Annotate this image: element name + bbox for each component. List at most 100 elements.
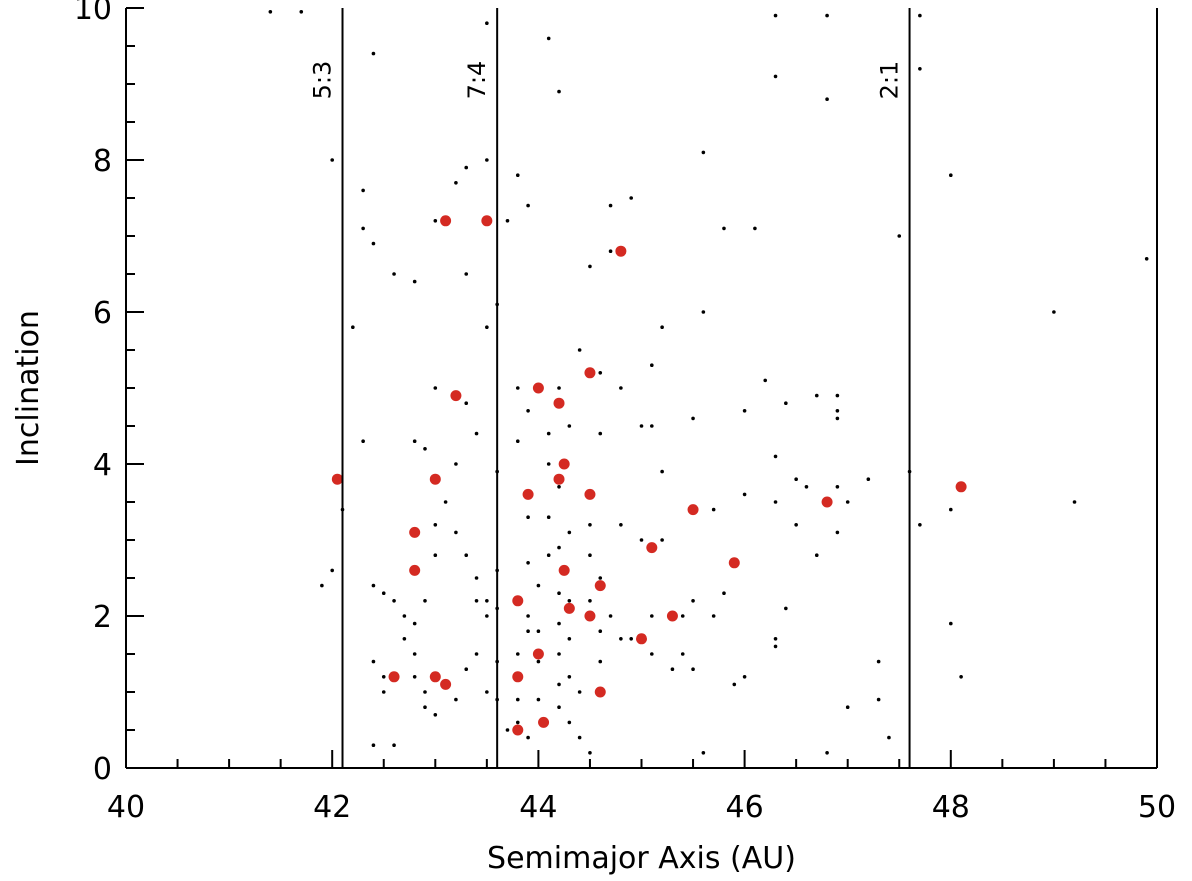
data-point bbox=[711, 507, 716, 512]
data-point bbox=[814, 393, 819, 398]
data-point bbox=[804, 485, 809, 489]
data-point bbox=[650, 614, 654, 618]
data-point bbox=[454, 530, 458, 535]
data-point bbox=[701, 751, 706, 755]
highlighted-data-point bbox=[594, 580, 606, 592]
data-point bbox=[557, 652, 561, 656]
highlighted-data-point bbox=[481, 215, 493, 227]
data-point bbox=[526, 614, 530, 618]
data-point bbox=[557, 89, 561, 94]
data-point bbox=[598, 371, 603, 375]
data-point bbox=[722, 226, 726, 231]
highlighted-data-point bbox=[429, 473, 441, 485]
data-point bbox=[402, 637, 407, 641]
data-point bbox=[392, 599, 396, 603]
data-point bbox=[825, 97, 829, 101]
data-point bbox=[567, 637, 572, 641]
data-point bbox=[845, 705, 850, 709]
data-point bbox=[557, 705, 561, 709]
highlighted-data-point bbox=[532, 648, 544, 660]
data-point bbox=[608, 203, 613, 208]
data-point bbox=[464, 401, 469, 406]
data-point bbox=[371, 51, 376, 56]
data-point bbox=[526, 515, 530, 519]
data-point bbox=[835, 409, 840, 413]
data-point bbox=[608, 614, 613, 618]
data-point bbox=[918, 67, 922, 71]
data-point bbox=[515, 439, 520, 444]
data-point bbox=[598, 629, 603, 633]
data-point bbox=[268, 10, 273, 14]
y-tick-label: 0 bbox=[93, 752, 112, 787]
data-point bbox=[773, 500, 778, 504]
data-point bbox=[443, 500, 448, 504]
data-point bbox=[773, 644, 778, 649]
data-point bbox=[423, 447, 427, 451]
data-point bbox=[526, 629, 530, 633]
data-point bbox=[825, 751, 829, 755]
data-point bbox=[711, 614, 716, 618]
highlighted-data-point bbox=[331, 473, 343, 485]
data-point bbox=[619, 523, 623, 527]
data-point bbox=[361, 188, 365, 193]
data-point bbox=[433, 523, 438, 527]
data-point bbox=[515, 652, 520, 656]
data-point bbox=[546, 431, 551, 436]
resonance-lines: 5:3 7:4 2:1 bbox=[309, 8, 911, 768]
data-point bbox=[433, 553, 438, 557]
data-point bbox=[381, 675, 386, 679]
highlighted-data-point bbox=[522, 488, 534, 500]
data-point bbox=[464, 667, 469, 671]
data-point bbox=[536, 583, 541, 588]
data-point bbox=[412, 621, 417, 626]
data-point bbox=[835, 530, 840, 535]
data-point bbox=[753, 226, 757, 231]
data-point bbox=[784, 401, 788, 406]
data-point bbox=[680, 652, 685, 656]
highlighted-data-point bbox=[440, 215, 452, 227]
data-point bbox=[742, 409, 747, 413]
highlighted-data-point bbox=[429, 671, 441, 683]
data-point bbox=[557, 591, 561, 595]
data-point bbox=[515, 386, 520, 390]
data-point bbox=[485, 614, 489, 618]
data-point bbox=[485, 21, 489, 26]
data-point bbox=[763, 378, 768, 383]
data-point bbox=[330, 568, 335, 573]
data-point bbox=[351, 325, 355, 330]
data-point bbox=[412, 439, 417, 444]
data-point bbox=[887, 735, 891, 740]
x-tick-label: 46 bbox=[726, 790, 764, 825]
y-tick-label: 6 bbox=[93, 296, 112, 331]
data-point bbox=[742, 492, 747, 497]
highlighted-data-point bbox=[409, 526, 421, 538]
data-point bbox=[412, 279, 417, 284]
data-point bbox=[485, 325, 489, 330]
highlighted-data-point bbox=[584, 488, 596, 500]
data-point bbox=[536, 629, 541, 633]
data-point bbox=[773, 13, 778, 18]
data-point bbox=[433, 386, 438, 390]
data-point bbox=[567, 530, 572, 535]
highlighted-data-point bbox=[512, 595, 524, 607]
highlighted-data-point bbox=[728, 557, 740, 569]
data-point bbox=[691, 416, 695, 421]
data-point bbox=[598, 576, 603, 580]
data-point bbox=[454, 462, 458, 466]
y-tick-label: 8 bbox=[93, 144, 112, 179]
data-point bbox=[381, 690, 386, 694]
data-point bbox=[949, 507, 953, 512]
highlighted-data-point bbox=[646, 542, 658, 554]
data-point bbox=[557, 545, 561, 550]
data-point bbox=[732, 682, 737, 687]
data-layer bbox=[268, 10, 1149, 755]
data-point bbox=[474, 599, 479, 603]
highlighted-data-point bbox=[584, 367, 596, 379]
data-point bbox=[474, 652, 479, 656]
data-point bbox=[876, 659, 881, 664]
data-point bbox=[392, 743, 396, 747]
highlighted-data-point bbox=[563, 602, 575, 614]
data-point bbox=[588, 264, 592, 269]
